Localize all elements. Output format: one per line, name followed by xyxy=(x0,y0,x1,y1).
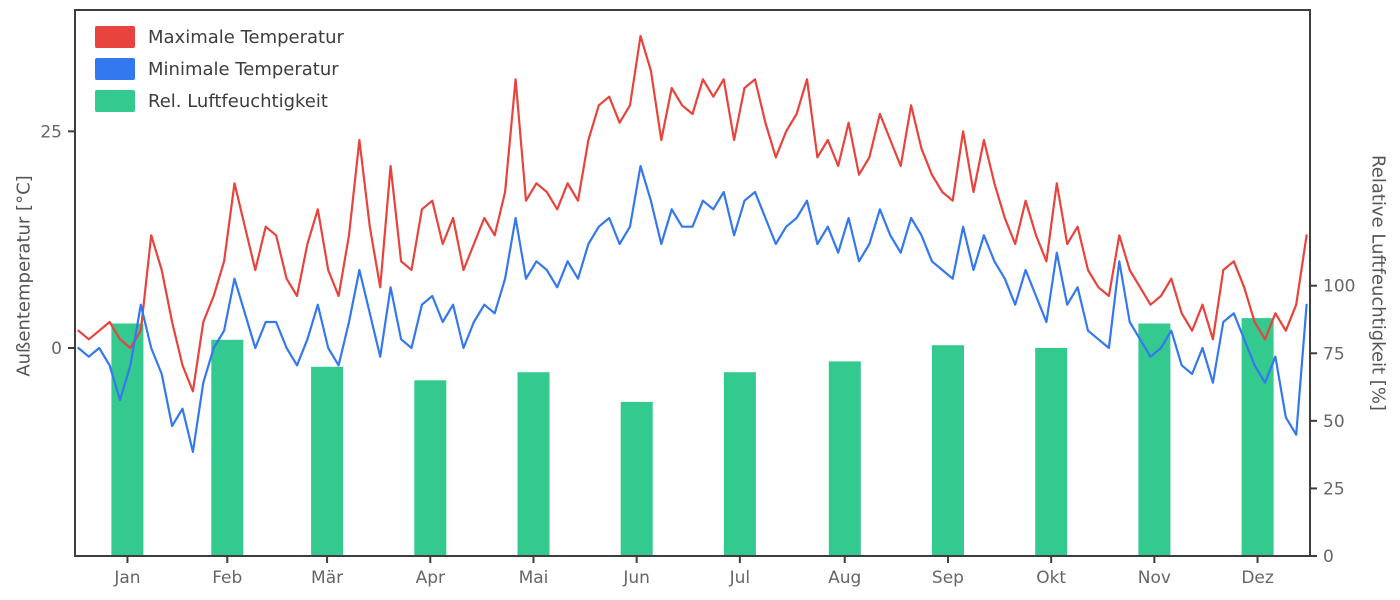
humidity-bar xyxy=(828,361,861,556)
right-tick-label: 100 xyxy=(1323,277,1355,297)
humidity-bar xyxy=(723,372,756,556)
left-tick-label: 0 xyxy=(51,339,62,359)
humidity-bar xyxy=(414,380,447,556)
legend-item-min-temp: Minimale Temperatur xyxy=(95,58,344,80)
legend-label: Rel. Luftfeuchtigkeit xyxy=(148,90,328,112)
legend-label: Maximale Temperatur xyxy=(148,26,344,48)
x-tick-label: Dez xyxy=(1241,568,1274,588)
right-axis-title: Relative Luftfeuchtigkeit [%] xyxy=(1367,155,1389,411)
right-tick-label: 50 xyxy=(1323,412,1345,432)
x-tick-label: Okt xyxy=(1036,568,1066,588)
right-tick-label: 75 xyxy=(1323,344,1345,364)
humidity-bar xyxy=(932,345,964,556)
x-tick-label: Jul xyxy=(729,568,751,588)
max-temp-swatch xyxy=(95,26,135,48)
left-axis-title: Außentemperatur [°C] xyxy=(13,175,35,377)
x-tick-label: Mai xyxy=(519,568,549,588)
humidity-bar xyxy=(1138,323,1171,556)
min-temp-swatch xyxy=(95,58,135,80)
humidity-bar xyxy=(311,366,344,556)
humidity-bar xyxy=(1241,318,1274,556)
legend-item-max-temp: Maximale Temperatur xyxy=(95,26,344,48)
x-tick-label: Aug xyxy=(828,568,861,588)
humidity-bar xyxy=(517,372,550,556)
humidity-swatch xyxy=(95,90,135,112)
right-tick-label: 25 xyxy=(1323,479,1345,499)
x-tick-label: Jun xyxy=(622,568,650,588)
plot-frame xyxy=(74,9,1311,557)
x-tick-label: Mär xyxy=(311,568,343,588)
humidity-bar xyxy=(1035,347,1068,556)
legend-item-humidity: Rel. Luftfeuchtigkeit xyxy=(95,90,344,112)
x-tick-label: Apr xyxy=(416,568,445,588)
legend-label: Minimale Temperatur xyxy=(148,58,339,80)
x-tick-label: Feb xyxy=(212,568,242,588)
x-tick-label: Jan xyxy=(113,568,140,588)
x-tick-label: Nov xyxy=(1138,568,1171,588)
legend: Maximale Temperatur Minimale Temperatur … xyxy=(95,26,344,112)
min-temp-line xyxy=(77,164,1308,454)
humidity-bar xyxy=(620,401,653,556)
x-tick-label: Sep xyxy=(932,568,964,588)
humidity-bar xyxy=(211,339,244,556)
humidity-bar xyxy=(111,323,144,556)
right-tick-label: 0 xyxy=(1323,547,1334,567)
left-tick-label: 25 xyxy=(40,122,62,142)
max-temp-line xyxy=(77,34,1308,393)
